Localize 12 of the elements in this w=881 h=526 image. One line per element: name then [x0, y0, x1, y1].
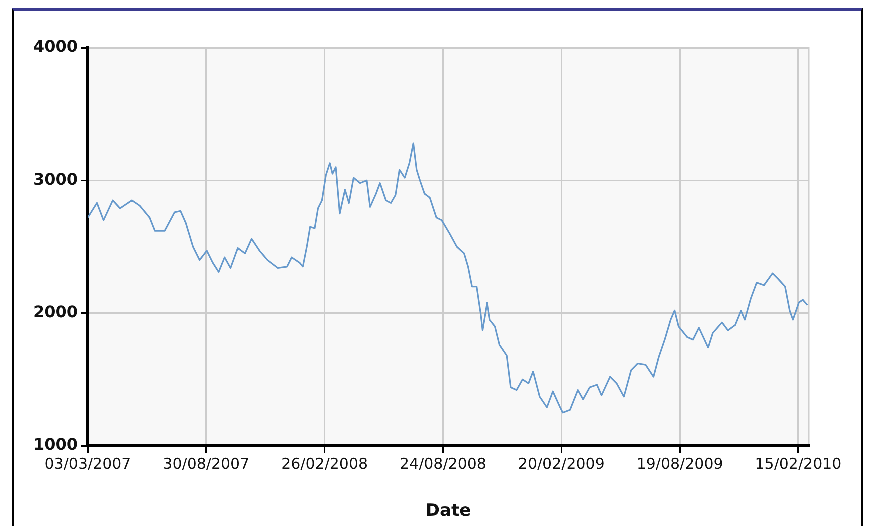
x-tick-label: 30/08/2007: [163, 454, 250, 473]
x-tick-label: 24/08/2008: [400, 454, 486, 473]
x-tick-label: 26/02/2008: [282, 454, 368, 473]
x-axis-title: Date: [426, 501, 472, 522]
y-tick-label: 3000: [33, 170, 78, 189]
y-tick-label: 2000: [33, 302, 78, 322]
y-tick-label: 4000: [33, 37, 78, 56]
x-tick-label: 20/02/2009: [518, 454, 605, 473]
x-tick-label: 15/02/2010: [755, 454, 842, 473]
x-tick-label: 03/03/2007: [44, 454, 132, 473]
x-tick-label: 19/08/2009: [636, 454, 724, 473]
y-tick-label: 1000: [33, 435, 78, 454]
